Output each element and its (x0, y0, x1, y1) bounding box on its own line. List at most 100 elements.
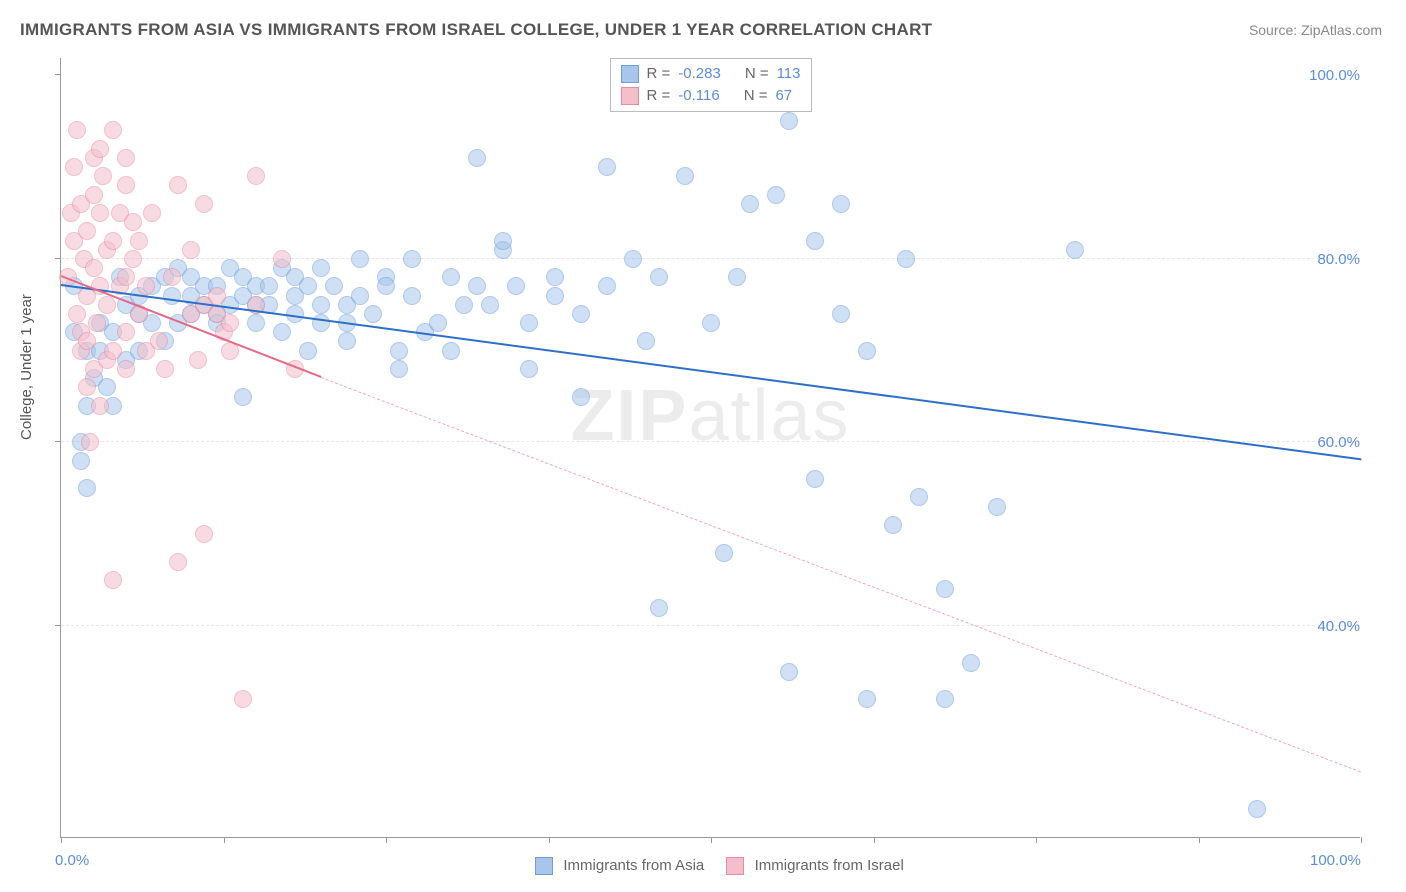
data-point (858, 342, 876, 360)
data-point (442, 268, 460, 286)
data-point (338, 332, 356, 350)
data-point (247, 314, 265, 332)
data-point (104, 121, 122, 139)
data-point (273, 323, 291, 341)
swatch-asia-icon (535, 857, 553, 875)
data-point (455, 296, 473, 314)
y-tick-label: 80.0% (1290, 251, 1360, 268)
data-point (780, 663, 798, 681)
data-point (91, 140, 109, 158)
data-point (442, 342, 460, 360)
swatch-israel-icon (621, 87, 639, 105)
r-value-israel: -0.116 (678, 85, 719, 107)
data-point (98, 296, 116, 314)
data-point (98, 378, 116, 396)
data-point (68, 121, 86, 139)
swatch-asia-icon (621, 65, 639, 83)
data-point (299, 342, 317, 360)
data-point (143, 204, 161, 222)
data-point (403, 250, 421, 268)
data-point (520, 314, 538, 332)
data-point (494, 232, 512, 250)
x-axis-min: 0.0% (55, 852, 89, 869)
data-point (572, 388, 590, 406)
data-point (858, 690, 876, 708)
data-point (169, 176, 187, 194)
n-value-israel: 67 (775, 85, 792, 107)
legend-stats: R = -0.283 N = 113 R = -0.116 N = 67 (610, 58, 812, 112)
data-point (507, 277, 525, 295)
data-point (91, 397, 109, 415)
data-point (520, 360, 538, 378)
data-point (124, 213, 142, 231)
data-point (78, 332, 96, 350)
data-point (429, 314, 447, 332)
data-point (936, 690, 954, 708)
data-point (72, 452, 90, 470)
data-point (189, 351, 207, 369)
data-point (182, 241, 200, 259)
data-point (156, 360, 174, 378)
data-point (130, 232, 148, 250)
n-value-asia: 113 (777, 63, 801, 85)
data-point (137, 277, 155, 295)
data-point (104, 571, 122, 589)
data-point (65, 158, 83, 176)
data-point (117, 149, 135, 167)
data-point (676, 167, 694, 185)
data-point (988, 498, 1006, 516)
scatter-plot: ZIPatlas R = -0.283 N = 113 R = -0.116 N… (60, 58, 1360, 838)
data-point (806, 232, 824, 250)
data-point (117, 268, 135, 286)
data-point (260, 277, 278, 295)
data-point (78, 378, 96, 396)
data-point (299, 277, 317, 295)
data-point (832, 195, 850, 213)
data-point (728, 268, 746, 286)
data-point (364, 305, 382, 323)
data-point (598, 158, 616, 176)
data-point (832, 305, 850, 323)
data-point (377, 277, 395, 295)
data-point (702, 314, 720, 332)
data-point (234, 388, 252, 406)
page-title: IMMIGRANTS FROM ASIA VS IMMIGRANTS FROM … (20, 20, 932, 40)
data-point (273, 250, 291, 268)
data-point (117, 176, 135, 194)
data-point (936, 580, 954, 598)
source-label: Source: ZipAtlas.com (1249, 22, 1382, 38)
data-point (546, 287, 564, 305)
data-point (247, 167, 265, 185)
data-point (81, 433, 99, 451)
data-point (221, 314, 239, 332)
data-point (312, 259, 330, 277)
data-point (85, 259, 103, 277)
data-point (741, 195, 759, 213)
data-point (1066, 241, 1084, 259)
data-point (312, 296, 330, 314)
data-point (884, 516, 902, 534)
data-point (598, 277, 616, 295)
data-point (104, 342, 122, 360)
legend-label-asia: Immigrants from Asia (563, 857, 704, 874)
data-point (78, 222, 96, 240)
data-point (572, 305, 590, 323)
data-point (637, 332, 655, 350)
data-point (85, 186, 103, 204)
data-point (390, 342, 408, 360)
data-point (163, 287, 181, 305)
data-point (910, 488, 928, 506)
data-point (390, 360, 408, 378)
data-point (351, 287, 369, 305)
data-point (468, 277, 486, 295)
data-point (117, 323, 135, 341)
data-point (403, 287, 421, 305)
data-point (208, 287, 226, 305)
data-point (325, 277, 343, 295)
watermark: ZIPatlas (570, 375, 850, 457)
data-point (94, 167, 112, 185)
legend-row-israel: R = -0.116 N = 67 (621, 85, 801, 107)
data-point (650, 268, 668, 286)
swatch-israel-icon (726, 857, 744, 875)
data-point (68, 305, 86, 323)
